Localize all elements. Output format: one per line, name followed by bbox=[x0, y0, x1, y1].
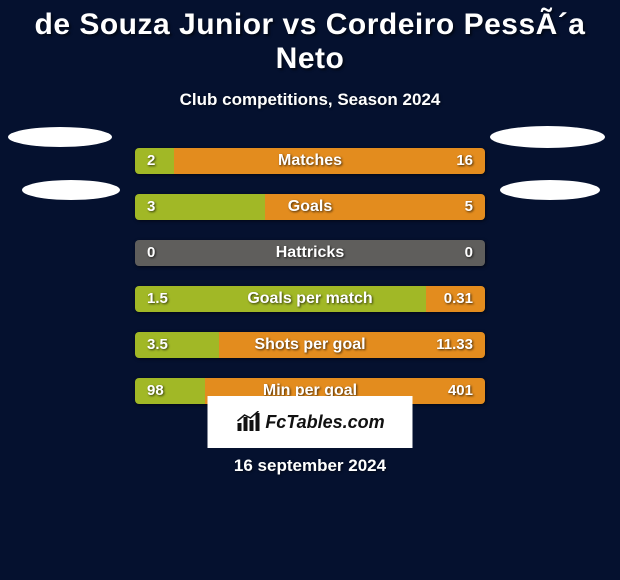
bar-track: 216Matches bbox=[135, 148, 485, 174]
value-left: 2 bbox=[147, 148, 155, 174]
value-right: 11.33 bbox=[436, 332, 473, 358]
value-right: 0.31 bbox=[444, 286, 473, 312]
metric-label: Hattricks bbox=[135, 240, 485, 266]
bar-left bbox=[135, 286, 426, 312]
bar-track: 3.511.33Shots per goal bbox=[135, 332, 485, 358]
value-right: 401 bbox=[448, 378, 473, 404]
player-left-badge-2 bbox=[22, 180, 120, 200]
bar-left bbox=[135, 378, 205, 404]
stat-row: 35Goals bbox=[135, 194, 485, 220]
logo-text: FcTables.com bbox=[265, 412, 384, 433]
value-right: 5 bbox=[465, 194, 473, 220]
bar-right bbox=[265, 194, 486, 220]
fctables-logo[interactable]: FcTables.com bbox=[208, 396, 413, 448]
value-left: 3.5 bbox=[147, 332, 168, 358]
bar-right bbox=[174, 148, 486, 174]
value-right: 16 bbox=[456, 148, 473, 174]
stat-row: 3.511.33Shots per goal bbox=[135, 332, 485, 358]
bar-chart-icon bbox=[235, 411, 261, 433]
page-subtitle: Club competitions, Season 2024 bbox=[0, 90, 620, 110]
stat-row: 0 0Hattricks bbox=[135, 240, 485, 266]
value-left: 98 bbox=[147, 378, 164, 404]
player-right-badge-1 bbox=[490, 126, 605, 148]
stat-row: 1.50.31Goals per match bbox=[135, 286, 485, 312]
bar-track: 1.50.31Goals per match bbox=[135, 286, 485, 312]
value-left: 0 bbox=[147, 240, 155, 266]
player-left-badge-1 bbox=[8, 127, 112, 147]
player-right-badge-2 bbox=[500, 180, 600, 200]
stat-row: 216Matches bbox=[135, 148, 485, 174]
snapshot-date: 16 september 2024 bbox=[0, 456, 620, 476]
bar-track: 0 0Hattricks bbox=[135, 240, 485, 266]
value-left: 3 bbox=[147, 194, 155, 220]
bar-track: 35Goals bbox=[135, 194, 485, 220]
page-title: de Souza Junior vs Cordeiro PessÃ´a Neto bbox=[0, 0, 620, 76]
value-right: 0 bbox=[465, 240, 473, 266]
value-left: 1.5 bbox=[147, 286, 168, 312]
